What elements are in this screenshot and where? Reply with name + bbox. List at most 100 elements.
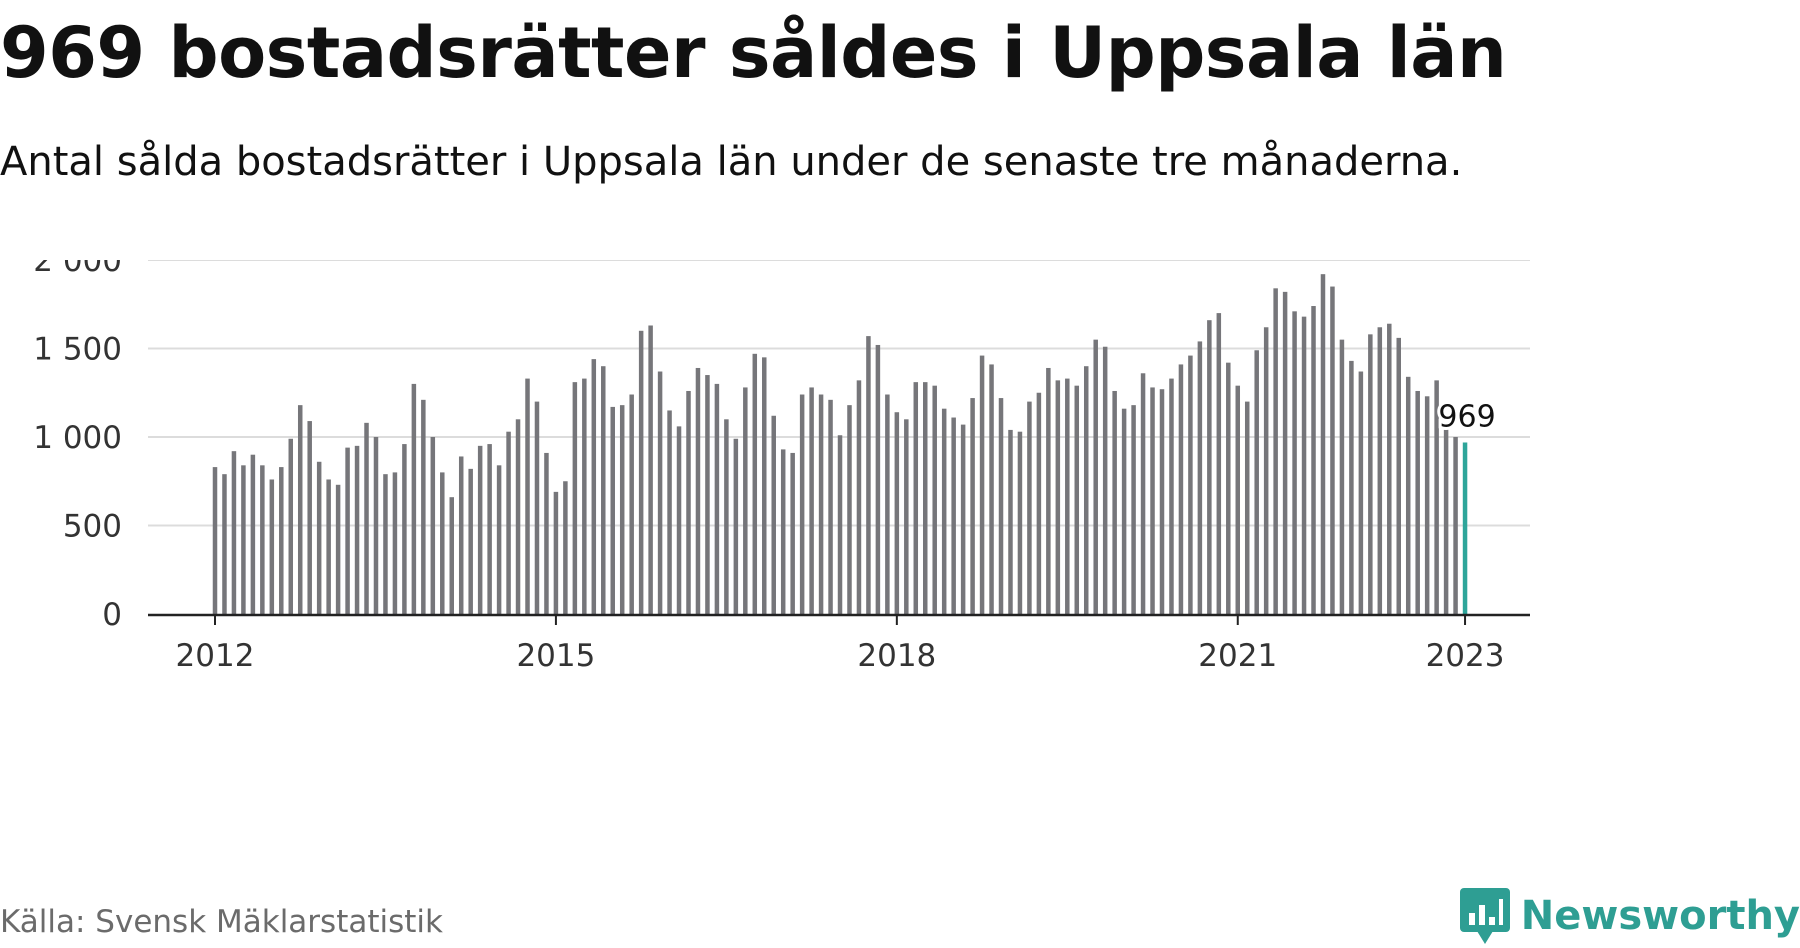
- bar: [269, 479, 275, 614]
- bar: [837, 435, 843, 614]
- bar: [724, 419, 729, 614]
- bar: [1121, 408, 1127, 614]
- bar: [326, 479, 331, 614]
- bar: [553, 491, 559, 614]
- bar: [960, 424, 966, 614]
- bar: [657, 371, 663, 614]
- bar: [297, 405, 303, 614]
- bar: [1093, 339, 1098, 614]
- bar: [743, 387, 748, 614]
- bar: [1311, 306, 1316, 614]
- bar: [572, 382, 578, 614]
- bar: [1008, 429, 1013, 614]
- bar: [1244, 401, 1250, 614]
- bar: [1169, 378, 1174, 614]
- bar: [629, 394, 634, 614]
- bar: [1443, 426, 1449, 614]
- bar: [913, 382, 919, 614]
- y-tick-label: 0: [102, 597, 122, 633]
- y-tick-label: 1 000: [33, 420, 122, 456]
- bar: [1178, 364, 1184, 614]
- bar: [1254, 350, 1259, 614]
- bar: [923, 382, 928, 614]
- source-note: Källa: Svensk Mäklarstatistik: [0, 904, 443, 940]
- bar: [762, 357, 767, 614]
- bar: [1207, 320, 1212, 614]
- bar: [373, 437, 379, 614]
- bar: [582, 378, 587, 614]
- chart-title: 969 bostadsrätter såldes i Uppsala län: [0, 12, 1507, 94]
- bar: [1159, 389, 1165, 614]
- bar: [619, 405, 625, 614]
- bar: [1358, 371, 1364, 614]
- bar: [733, 438, 739, 614]
- bar: [648, 325, 653, 614]
- bar: [1415, 390, 1420, 614]
- bar: [771, 415, 776, 614]
- bar: [1065, 378, 1070, 614]
- bar: [212, 467, 218, 614]
- bar: [430, 437, 436, 614]
- bar: [496, 465, 502, 614]
- axes: 0 500 1 000 1 500 2 000 2012 2015 2018 2021 2023: [33, 260, 1530, 674]
- bar: [1320, 274, 1326, 614]
- bar: [440, 472, 445, 614]
- bar: [989, 364, 994, 614]
- bar: [904, 419, 909, 614]
- bar: [979, 355, 985, 614]
- bar: [790, 452, 795, 614]
- bar: [676, 426, 682, 614]
- bar: [1273, 288, 1278, 614]
- bar: [1131, 405, 1136, 614]
- bar: [487, 444, 492, 614]
- bar: [705, 375, 710, 614]
- bar: [667, 410, 672, 614]
- bar: [799, 394, 805, 614]
- bar: [780, 449, 786, 614]
- x-tick-label: 2012: [176, 638, 255, 674]
- bar: [307, 421, 312, 614]
- bar: [1027, 401, 1032, 614]
- bar: [288, 438, 294, 614]
- bar: [345, 447, 350, 614]
- bar: [894, 412, 900, 614]
- bar: [1330, 286, 1335, 614]
- bar: [1349, 360, 1354, 614]
- bar: [534, 401, 540, 614]
- bar: [591, 359, 597, 614]
- bar: [1453, 437, 1458, 614]
- bar: [1188, 355, 1193, 614]
- y-tick-label: 1 500: [33, 332, 122, 368]
- bar: [231, 451, 237, 614]
- bar: [875, 344, 881, 614]
- bar: [1434, 380, 1439, 614]
- bar: [818, 394, 824, 614]
- bar: [354, 445, 360, 614]
- bar: [1235, 385, 1241, 614]
- bar: [1292, 311, 1297, 614]
- bar: [752, 353, 758, 614]
- bar: [1263, 327, 1269, 614]
- bar: [1339, 339, 1345, 614]
- x-tick-label: 2021: [1198, 638, 1277, 674]
- bar: [610, 406, 615, 614]
- bar: [506, 431, 511, 614]
- bar: [638, 330, 644, 614]
- bar: [714, 383, 720, 614]
- bar: [458, 456, 464, 614]
- bar: [383, 474, 388, 614]
- bar: [686, 390, 691, 614]
- bar: [1102, 346, 1108, 614]
- bar: [695, 367, 701, 614]
- bar: [828, 399, 833, 614]
- bar: [601, 366, 606, 614]
- bar: [402, 444, 407, 614]
- bar: [421, 399, 426, 614]
- y-tick-label: 500: [63, 509, 122, 545]
- bar: [364, 422, 369, 614]
- bar: [1396, 337, 1401, 614]
- bar: [1387, 323, 1392, 614]
- bar: [563, 481, 568, 614]
- brand-logo: Newsworthy: [1459, 887, 1800, 945]
